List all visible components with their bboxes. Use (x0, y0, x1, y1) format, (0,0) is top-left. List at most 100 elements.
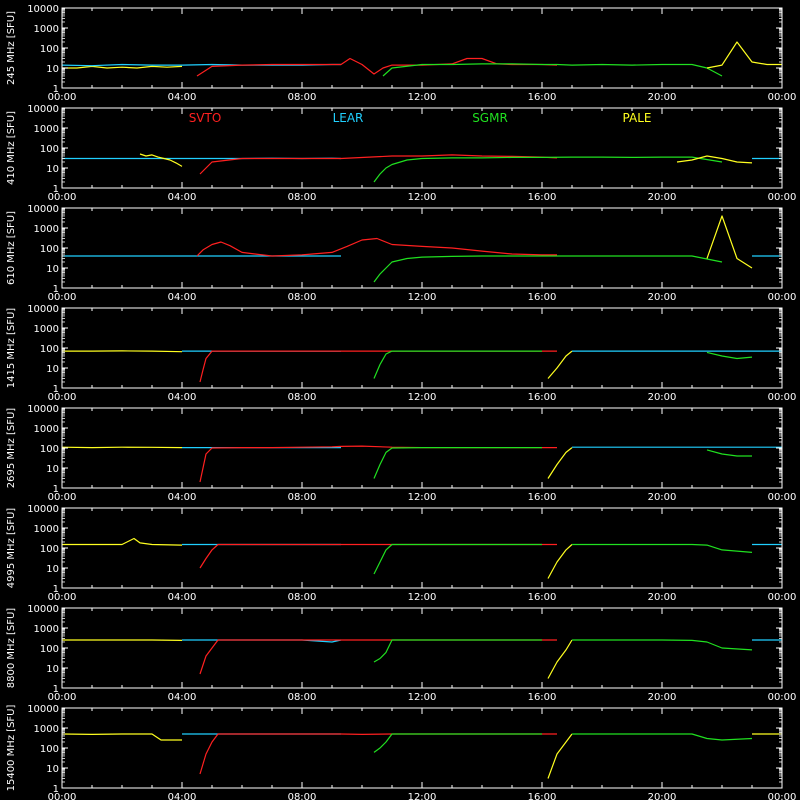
y-tick-label: 10 (46, 564, 59, 575)
x-tick-label: 20:00 (648, 292, 677, 303)
y-tick-label: 100 (40, 244, 59, 255)
y-tick-label: 10000 (27, 304, 59, 315)
y-tick-label: 10 (46, 364, 59, 375)
panel-4: 1 10 100 1000 10000 00:00 04:00 08:00 12:00 16:00… (6, 304, 796, 403)
panel-3: 1 10 100 1000 10000 00:00 04:00 08:00 12:00 16:00… (6, 204, 796, 303)
x-tick-label: 12:00 (408, 92, 437, 103)
series-sgmr-line (373, 543, 542, 575)
y-tick-label: 1000 (34, 224, 59, 235)
x-tick-label: 20:00 (648, 592, 677, 603)
y-tick-label: 1 (53, 84, 59, 95)
y-tick-label: 1 (53, 284, 59, 295)
y-tick-label: 1 (53, 184, 59, 195)
y-tick-label: 10 (46, 464, 59, 475)
series-sgmr-line (373, 733, 542, 753)
x-tick-label: 16:00 (528, 492, 557, 503)
x-tick-label: 12:00 (408, 292, 437, 303)
x-tick-label: 04:00 (168, 692, 197, 703)
x-tick-label: 08:00 (288, 792, 317, 800)
x-tick-label: 00:00 (48, 592, 77, 603)
x-tick-label: 00:00 (48, 792, 77, 800)
legend-sgmr: SGMR (472, 111, 508, 125)
y-tick-label: 10000 (27, 604, 59, 615)
x-tick-label: 00:00 (768, 392, 797, 403)
y-tick-label: 1 (53, 684, 59, 695)
series-svto-line (199, 639, 557, 675)
x-tick-label: 04:00 (168, 192, 197, 203)
y-tick-label: 100 (40, 544, 59, 555)
y-axis-label: 1415 MHz [SFU] (6, 308, 17, 389)
series-pale-line (547, 350, 573, 379)
x-tick-label: 20:00 (648, 192, 677, 203)
y-tick-label: 10000 (27, 504, 59, 515)
y-tick-label: 1000 (34, 124, 59, 135)
series-pale-line (706, 41, 782, 69)
y-tick-label: 10000 (27, 4, 59, 15)
x-tick-label: 00:00 (768, 292, 797, 303)
series-sgmr-line (706, 449, 752, 457)
y-tick-label: 1 (53, 584, 59, 595)
x-tick-label: 20:00 (648, 692, 677, 703)
series-sgmr-line (382, 63, 723, 77)
y-tick-label: 100 (40, 144, 59, 155)
series-svto-line (196, 57, 558, 77)
y-tick-label: 1000 (34, 24, 59, 35)
y-tick-label: 100 (40, 644, 59, 655)
series-pale-line (676, 155, 753, 164)
series-sgmr-line (373, 447, 542, 479)
x-tick-label: 00:00 (768, 792, 797, 800)
x-tick-label: 00:00 (768, 192, 797, 203)
series-svto-line (199, 154, 558, 175)
x-tick-label: 00:00 (48, 92, 77, 103)
series-pale-line (139, 153, 183, 167)
x-tick-label: 08:00 (288, 292, 317, 303)
y-axis-label: 410 MHz [SFU] (6, 111, 17, 185)
y-tick-label: 10 (46, 264, 59, 275)
series-sgmr-line (373, 639, 542, 663)
y-axis-label: 245 MHz [SFU] (6, 11, 17, 85)
x-tick-label: 16:00 (528, 192, 557, 203)
panel-1: 1 10 100 1000 10000 00:00 04:00 08:00 12:00 16:00… (6, 4, 796, 103)
x-tick-label: 16:00 (528, 592, 557, 603)
x-tick-label: 08:00 (288, 92, 317, 103)
x-tick-label: 00:00 (768, 492, 797, 503)
series-pale-line (62, 65, 183, 69)
y-tick-label: 10000 (27, 104, 59, 115)
series-pale-line (547, 639, 573, 679)
series-pale-line (547, 447, 573, 479)
y-tick-label: 10 (46, 164, 59, 175)
x-tick-label: 04:00 (168, 92, 197, 103)
y-tick-label: 10000 (27, 204, 59, 215)
series-sgmr-line (572, 639, 753, 651)
x-tick-label: 00:00 (48, 392, 77, 403)
x-tick-label: 16:00 (528, 92, 557, 103)
y-tick-label: 10 (46, 64, 59, 75)
y-tick-label: 1000 (34, 424, 59, 435)
panel-7: 1 10 100 1000 10000 00:00 04:00 08:00 12:00 16:00… (6, 604, 796, 703)
series-svto-line (199, 445, 557, 483)
y-tick-label: 1 (53, 384, 59, 395)
y-tick-label: 1000 (34, 324, 59, 335)
x-tick-label: 00:00 (48, 292, 77, 303)
x-tick-label: 16:00 (528, 692, 557, 703)
plot-frame (61, 707, 783, 789)
y-axis-label: 4995 MHz [SFU] (6, 508, 17, 589)
x-tick-label: 16:00 (528, 792, 557, 800)
x-tick-label: 12:00 (408, 692, 437, 703)
x-tick-label: 00:00 (768, 92, 797, 103)
series-pale-line (62, 537, 183, 546)
x-tick-label: 00:00 (768, 692, 797, 703)
series-sgmr-line (373, 350, 542, 379)
series-sgmr-line (572, 543, 753, 553)
y-tick-label: 10000 (27, 704, 59, 715)
legend-svto: SVTO (189, 111, 222, 125)
y-axis-label: 8800 MHz [SFU] (6, 608, 17, 689)
y-tick-label: 10 (46, 764, 59, 775)
panel-8: 1 10 100 1000 10000 00:00 04:00 08:00 12:00 16:00… (6, 704, 796, 800)
x-tick-label: 08:00 (288, 192, 317, 203)
series-pale-line (62, 350, 183, 353)
x-tick-label: 08:00 (288, 392, 317, 403)
x-tick-label: 12:00 (408, 492, 437, 503)
series-svto-line (199, 733, 557, 775)
series-pale-line (547, 733, 573, 779)
